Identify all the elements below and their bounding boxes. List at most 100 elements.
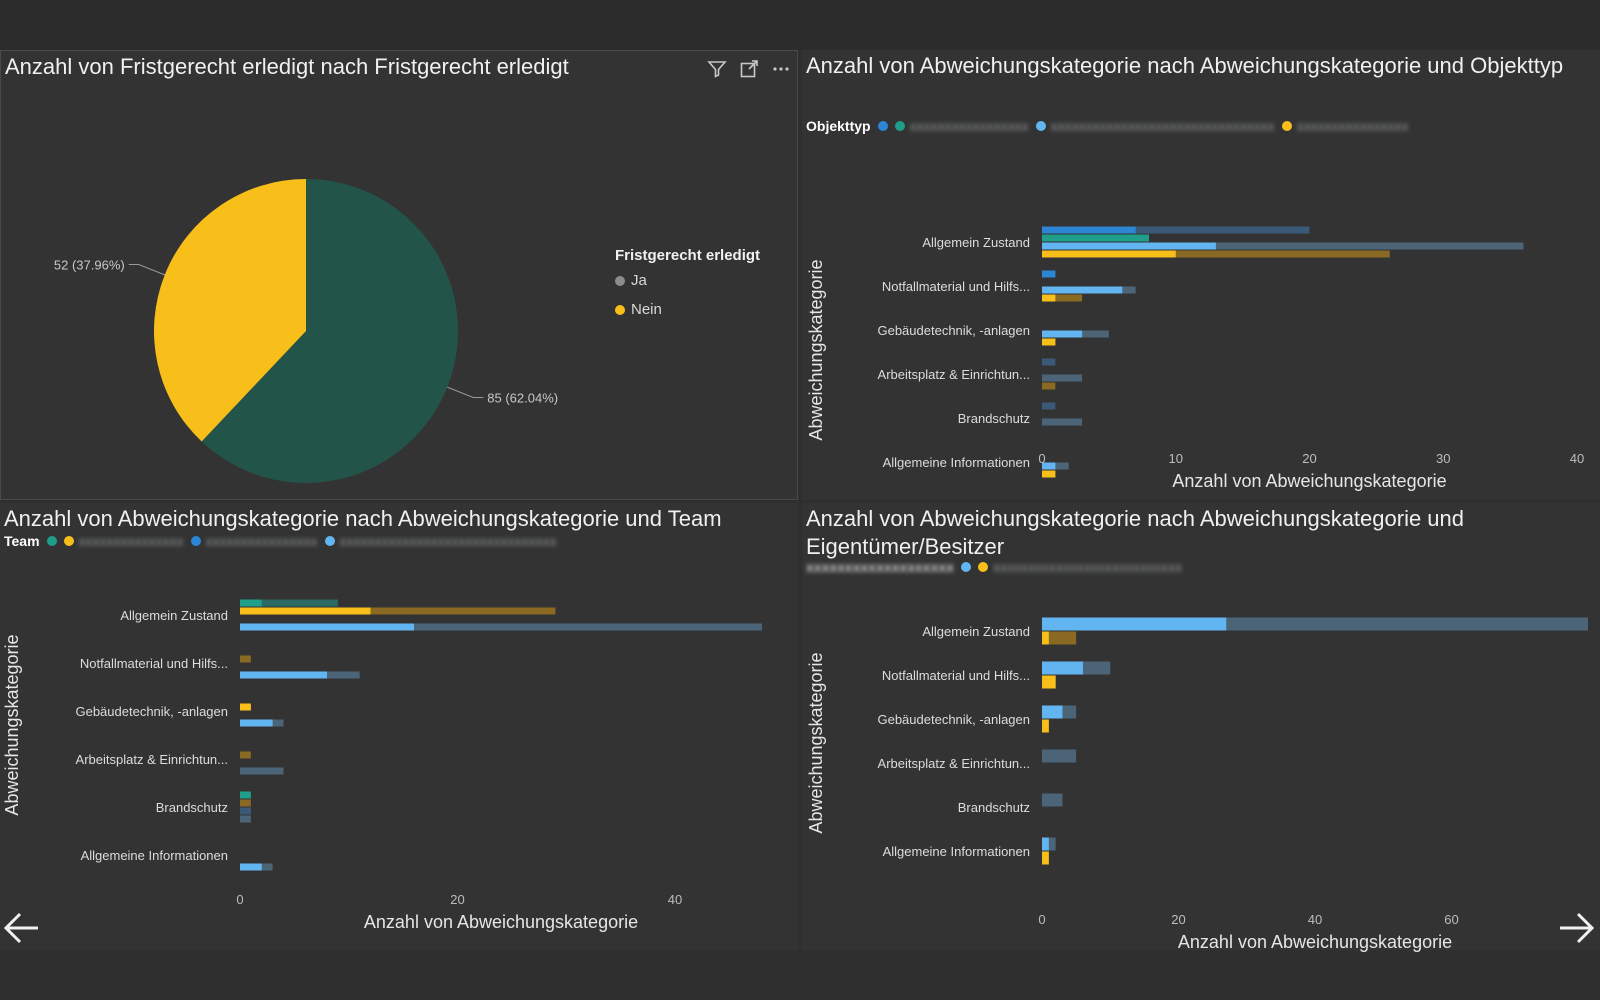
x-tick-label: 40	[1308, 912, 1322, 927]
legend-dot	[877, 121, 888, 131]
bar-track	[1042, 250, 1390, 258]
x-tick-label: 20	[1171, 912, 1185, 927]
bar	[240, 703, 251, 711]
bar-track	[240, 767, 284, 775]
previous-page-button[interactable]	[0, 908, 44, 948]
visual-title: Anzahl von Fristgerecht erledigt nach Fr…	[5, 54, 569, 79]
bar	[1042, 675, 1056, 689]
x-tick-label: 20	[1302, 451, 1316, 466]
bar	[1042, 617, 1227, 631]
bar-track	[240, 799, 251, 807]
bar-track	[1042, 749, 1077, 763]
legend-item-3[interactable]: xxxxxxxxxxxxxxxx	[1281, 118, 1409, 134]
category-label: Arbeitsplatz & Einrichtun...	[878, 367, 1030, 382]
bar	[240, 671, 327, 679]
bar	[1042, 338, 1056, 346]
legend-item-2[interactable]: xxxxxxxxxxxxxxxxxxxxxxxxxxx	[977, 559, 1182, 575]
bar-track	[240, 599, 338, 607]
next-page-button[interactable]	[1556, 908, 1600, 948]
legend-item-2[interactable]: xxxxxxxxxxxxxxx	[63, 533, 184, 549]
category-label: Gebäudetechnik, -anlagen	[877, 712, 1030, 727]
category-label: Allgemein Zustand	[120, 608, 228, 623]
category-label: Allgemein Zustand	[922, 235, 1030, 250]
bar	[240, 607, 371, 615]
bar-track	[240, 815, 251, 823]
bar	[1042, 837, 1049, 851]
visual-header-icons	[707, 59, 791, 79]
bar-track	[1042, 382, 1056, 390]
category-label: Allgemeine Informationen	[81, 848, 228, 863]
x-axis-title: Anzahl von Abweichungskategorie	[1178, 932, 1452, 952]
legend-item-2[interactable]: xxxxxxxxxxxxxxxxxxxxxxxxxxxxxxxx	[1035, 118, 1275, 134]
bar	[240, 791, 251, 799]
legend-item-1[interactable]	[46, 536, 57, 546]
legend-label: Nein	[631, 301, 662, 318]
category-label: Gebäudetechnik, -anlagen	[877, 323, 1030, 338]
bar-track	[1042, 631, 1077, 645]
arrow-left-icon	[3, 912, 38, 944]
pie-slice-ja	[201, 179, 459, 483]
x-tick-label: 40	[1570, 451, 1584, 466]
bar-track	[240, 623, 762, 631]
bar-chart-eigentuemer-visual[interactable]: Anzahl von Abweichungskategorie nach Abw…	[802, 503, 1600, 952]
bar	[1042, 719, 1049, 733]
legend-dot	[615, 275, 625, 286]
x-tick-label: 0	[1038, 451, 1045, 466]
x-tick-label: 10	[1169, 451, 1183, 466]
bar	[1042, 705, 1063, 719]
x-tick-label: 60	[1444, 912, 1458, 927]
y-axis-title: Abweichungskategorie	[806, 259, 826, 440]
bar-chart: Allgemein Zustand Notfallmaterial und Hil…	[806, 226, 1584, 491]
bar	[240, 719, 273, 727]
bar-chart-team-visual[interactable]: Anzahl von Abweichungskategorie nach Abw…	[0, 503, 798, 950]
legend-item-1[interactable]: xxxxxxxxxxxxxxxxx	[894, 118, 1029, 134]
bar-chart: Allgemein Zustand Notfallmaterial und Hil…	[2, 599, 762, 932]
filter-icon[interactable]	[707, 59, 727, 79]
focus-mode-icon[interactable]	[739, 59, 759, 79]
report-header-bar	[0, 0, 1600, 50]
x-tick-label: 0	[236, 892, 243, 907]
bar	[1042, 286, 1123, 294]
bar-chart: Allgemein Zustand Notfallmaterial und Hil…	[806, 617, 1588, 952]
bar-track	[1042, 242, 1524, 250]
bar	[1042, 250, 1176, 258]
category-label: Brandschutz	[156, 800, 228, 815]
pie-legend: Fristgerecht erledigt Ja Nein	[615, 247, 760, 330]
bar-track	[240, 751, 251, 759]
chart-legend: Team xxxxxxxxxxxxxxx xxxxxxxxxxxxxxxx xx…	[4, 533, 557, 549]
bar	[1042, 330, 1083, 338]
legend-item-3[interactable]: xxxxxxxxxxxxxxxx	[190, 533, 318, 549]
category-label: Allgemeine Informationen	[883, 844, 1030, 859]
chart-legend: Objekttyp xxxxxxxxxxxxxxxxx xxxxxxxxxxxx…	[806, 118, 1409, 134]
leader-line	[128, 264, 165, 276]
category-label: Allgemeine Informationen	[883, 455, 1030, 470]
bar-track	[1042, 374, 1083, 382]
bar	[240, 623, 414, 631]
visual-title: Anzahl von Abweichungskategorie nach Abw…	[806, 506, 1465, 559]
x-tick-label: 30	[1436, 451, 1450, 466]
bar-track	[1042, 226, 1310, 234]
bar-chart-objekttyp-visual[interactable]: Anzahl von Abweichungskategorie nach Abw…	[802, 50, 1600, 500]
category-label: Notfallmaterial und Hilfs...	[882, 668, 1030, 683]
bar-track	[1042, 294, 1083, 302]
arrow-right-icon	[1560, 912, 1595, 944]
leader-line	[447, 386, 484, 398]
x-tick-label: 0	[1038, 912, 1045, 927]
legend-label: Ja	[631, 272, 647, 289]
category-label: Notfallmaterial und Hilfs...	[80, 656, 228, 671]
legend-item-1[interactable]	[960, 562, 971, 572]
bar-track	[240, 655, 251, 663]
bar	[240, 599, 262, 607]
legend-item-4[interactable]: xxxxxxxxxxxxxxxxxxxxxxxxxxxxxxx	[324, 533, 557, 549]
bar-track	[1042, 418, 1083, 426]
pie-chart-visual[interactable]: Anzahl von Fristgerecht erledigt nach Fr…	[0, 50, 798, 500]
category-label: Allgemein Zustand	[922, 624, 1030, 639]
x-axis-title: Anzahl von Abweichungskategorie	[1172, 471, 1446, 491]
data-label: 52 (37.96%)	[54, 258, 125, 273]
legend-item-ja[interactable]: Ja	[615, 272, 760, 289]
bar	[240, 863, 262, 871]
legend-item-nein[interactable]: Nein	[615, 301, 760, 318]
legend-title-blurred: xxxxxxxxxxxxxxxxxxx	[806, 559, 954, 575]
category-label: Gebäudetechnik, -anlagen	[75, 704, 228, 719]
more-options-icon[interactable]	[771, 59, 791, 79]
